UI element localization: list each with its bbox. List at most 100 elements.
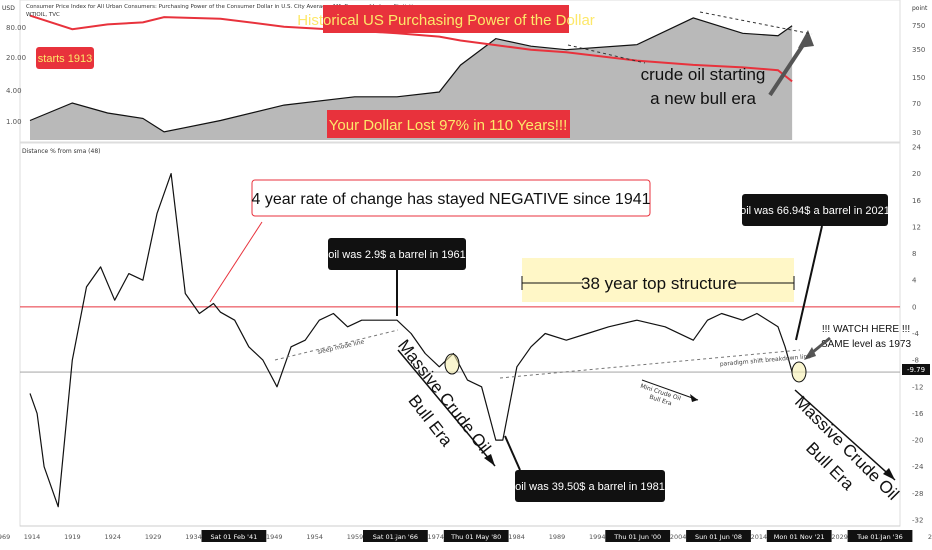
paradigm-line [499, 349, 801, 379]
x-tick-label: 2029 [831, 533, 848, 541]
x-tick-label: 1924 [105, 533, 122, 541]
left-tick: 1.00 [6, 118, 22, 126]
x-tick-label: 1989 [549, 533, 566, 541]
title-text: Historical US Purchasing Power of the Do… [297, 12, 595, 29]
x-tick-highlight [766, 530, 832, 542]
y-tick-label: -20 [912, 437, 923, 445]
oil-2021-pointer [795, 225, 823, 341]
x-tick-label: Sat 01 Feb '41 [211, 533, 258, 541]
lower-y-axis: 24 20 16 12 8 4 0 -4 -8 -12 -16 -20 -24 -28 -32 [912, 144, 924, 525]
right-tick: 150 [912, 74, 925, 82]
roc-box [251, 179, 651, 217]
y-tick-label: 4 [912, 277, 917, 285]
top-structure-ends [521, 276, 795, 290]
right-tick: 750 [912, 22, 925, 30]
y-tick-label: -4 [912, 330, 920, 338]
x-tick-label: Mon 01 Nov '21 [774, 533, 825, 541]
dollar-text: Your Dollar Lost 97% in 110 Years!!! [329, 117, 568, 134]
massive-arrow-1 [397, 349, 496, 467]
x-tick-label: 1919 [64, 533, 81, 541]
points-label: point [912, 5, 928, 12]
roc-text: 4 year rate of change has stayed NEGATIV… [251, 191, 650, 208]
y-tick-label: -32 [912, 517, 923, 525]
x-tick-highlight [686, 530, 751, 542]
upper-left-axis: 80.00 20.00 4.00 1.00 [6, 24, 26, 126]
x-tick-fragment: 1969 [0, 533, 10, 541]
x-tick-highlight [363, 530, 428, 542]
mini-crude-arrow-head [690, 394, 698, 402]
left-tick: 4.00 [6, 87, 22, 95]
highlight-1973 [444, 353, 460, 375]
crude-line1: crude oil starting [641, 65, 766, 84]
y-tick-label: -28 [912, 490, 923, 498]
left-tick: 20.00 [6, 54, 26, 62]
x-tick-label: Thu 01 Jun '00 [613, 533, 661, 541]
y-tick-label: -24 [912, 463, 924, 471]
y-tick-label: 12 [912, 223, 921, 231]
oil-1981-pointer [504, 435, 521, 471]
top-structure-label-bg [583, 270, 735, 294]
same-level-text: SAME level as 1973 [821, 339, 911, 350]
starts-text: starts 1913 [38, 53, 92, 65]
highlight-2022 [791, 361, 807, 383]
right-tick: 30 [912, 129, 921, 137]
x-tick-label: Thu 01 May '80 [450, 533, 501, 541]
x-tick-label: 1974 [428, 533, 445, 541]
x-axis: 1914 1919 1924 1929 1934 Sat 01 Feb '41 1949 19… [0, 525, 932, 542]
oil-1981-box [515, 470, 665, 502]
dollar-box [327, 110, 570, 138]
x-tick-label: 1959 [347, 533, 364, 541]
x-tick-fragment: 2 [878, 533, 882, 541]
massive-arrow-2-head [883, 468, 895, 480]
left-tick: 80.00 [6, 24, 26, 32]
x-tick-highlight [605, 530, 671, 542]
x-tick-fragment: 2 [394, 533, 398, 541]
right-tick: 70 [912, 100, 921, 108]
purchasing-power-line [29, 14, 793, 83]
crude-arrow-head [798, 30, 814, 48]
distance-series [29, 173, 793, 508]
oil-area [30, 17, 793, 140]
currency-label: USD [2, 5, 15, 12]
x-tick-label: 1929 [145, 533, 162, 541]
massive-arrow-1-head [484, 454, 495, 466]
oil-line [29, 17, 793, 133]
crude-line2: a new bull era [650, 89, 756, 108]
x-tick-label: 1934 [185, 533, 202, 541]
x-tick-highlight [201, 530, 267, 542]
x-tick-label: 2014 [751, 533, 768, 541]
x-tick-label: 1984 [508, 533, 525, 541]
x-tick-label: 1949 [266, 533, 283, 541]
current-value-text: -9.79 [907, 366, 925, 374]
oil-1961-text: oil was 2.9$ a barrel in 1961 [328, 249, 466, 261]
y-tick-label: 16 [912, 197, 921, 205]
right-tick: 350 [912, 46, 925, 54]
top-legend-2: WTIOIL, TVC [26, 12, 60, 18]
massive-arrow-2 [794, 389, 896, 481]
x-tick-label: Sun 01 Jun '08 [695, 533, 742, 541]
x-tick-label: 1914 [24, 533, 41, 541]
y-tick-label: 0 [912, 303, 916, 311]
upper-dashed-1 [567, 44, 646, 64]
oil-area-series [30, 17, 793, 140]
upper-right-axis: 750 350 150 70 30 [912, 22, 925, 137]
y-tick-label: -8 [912, 357, 919, 365]
x-tick-highlight [443, 530, 509, 542]
lower-gridlines [20, 306, 900, 373]
y-tick-label: 20 [912, 170, 921, 178]
top-structure-text: 38 year top structure [581, 274, 737, 293]
y-tick-label: 24 [912, 144, 921, 152]
distance-line [29, 173, 793, 508]
oil-1961-box [328, 238, 466, 270]
current-value-tag [902, 364, 930, 375]
oil-2021-text: oil was 66.94$ a barrel in 2021 [740, 205, 890, 217]
lower-title: Distance % from sma (48) [22, 148, 101, 155]
x-tick-label: Tue 01 Jan '36 [856, 533, 903, 541]
y-tick-label: -16 [912, 410, 924, 418]
x-tick-label: 2004 [670, 533, 687, 541]
x-tick-highlight [847, 530, 913, 542]
y-tick-label: -12 [912, 383, 923, 391]
upper-dashed-2 [699, 11, 813, 35]
x-tick-label: 1994 [589, 533, 606, 541]
roc-pointer [209, 221, 263, 303]
